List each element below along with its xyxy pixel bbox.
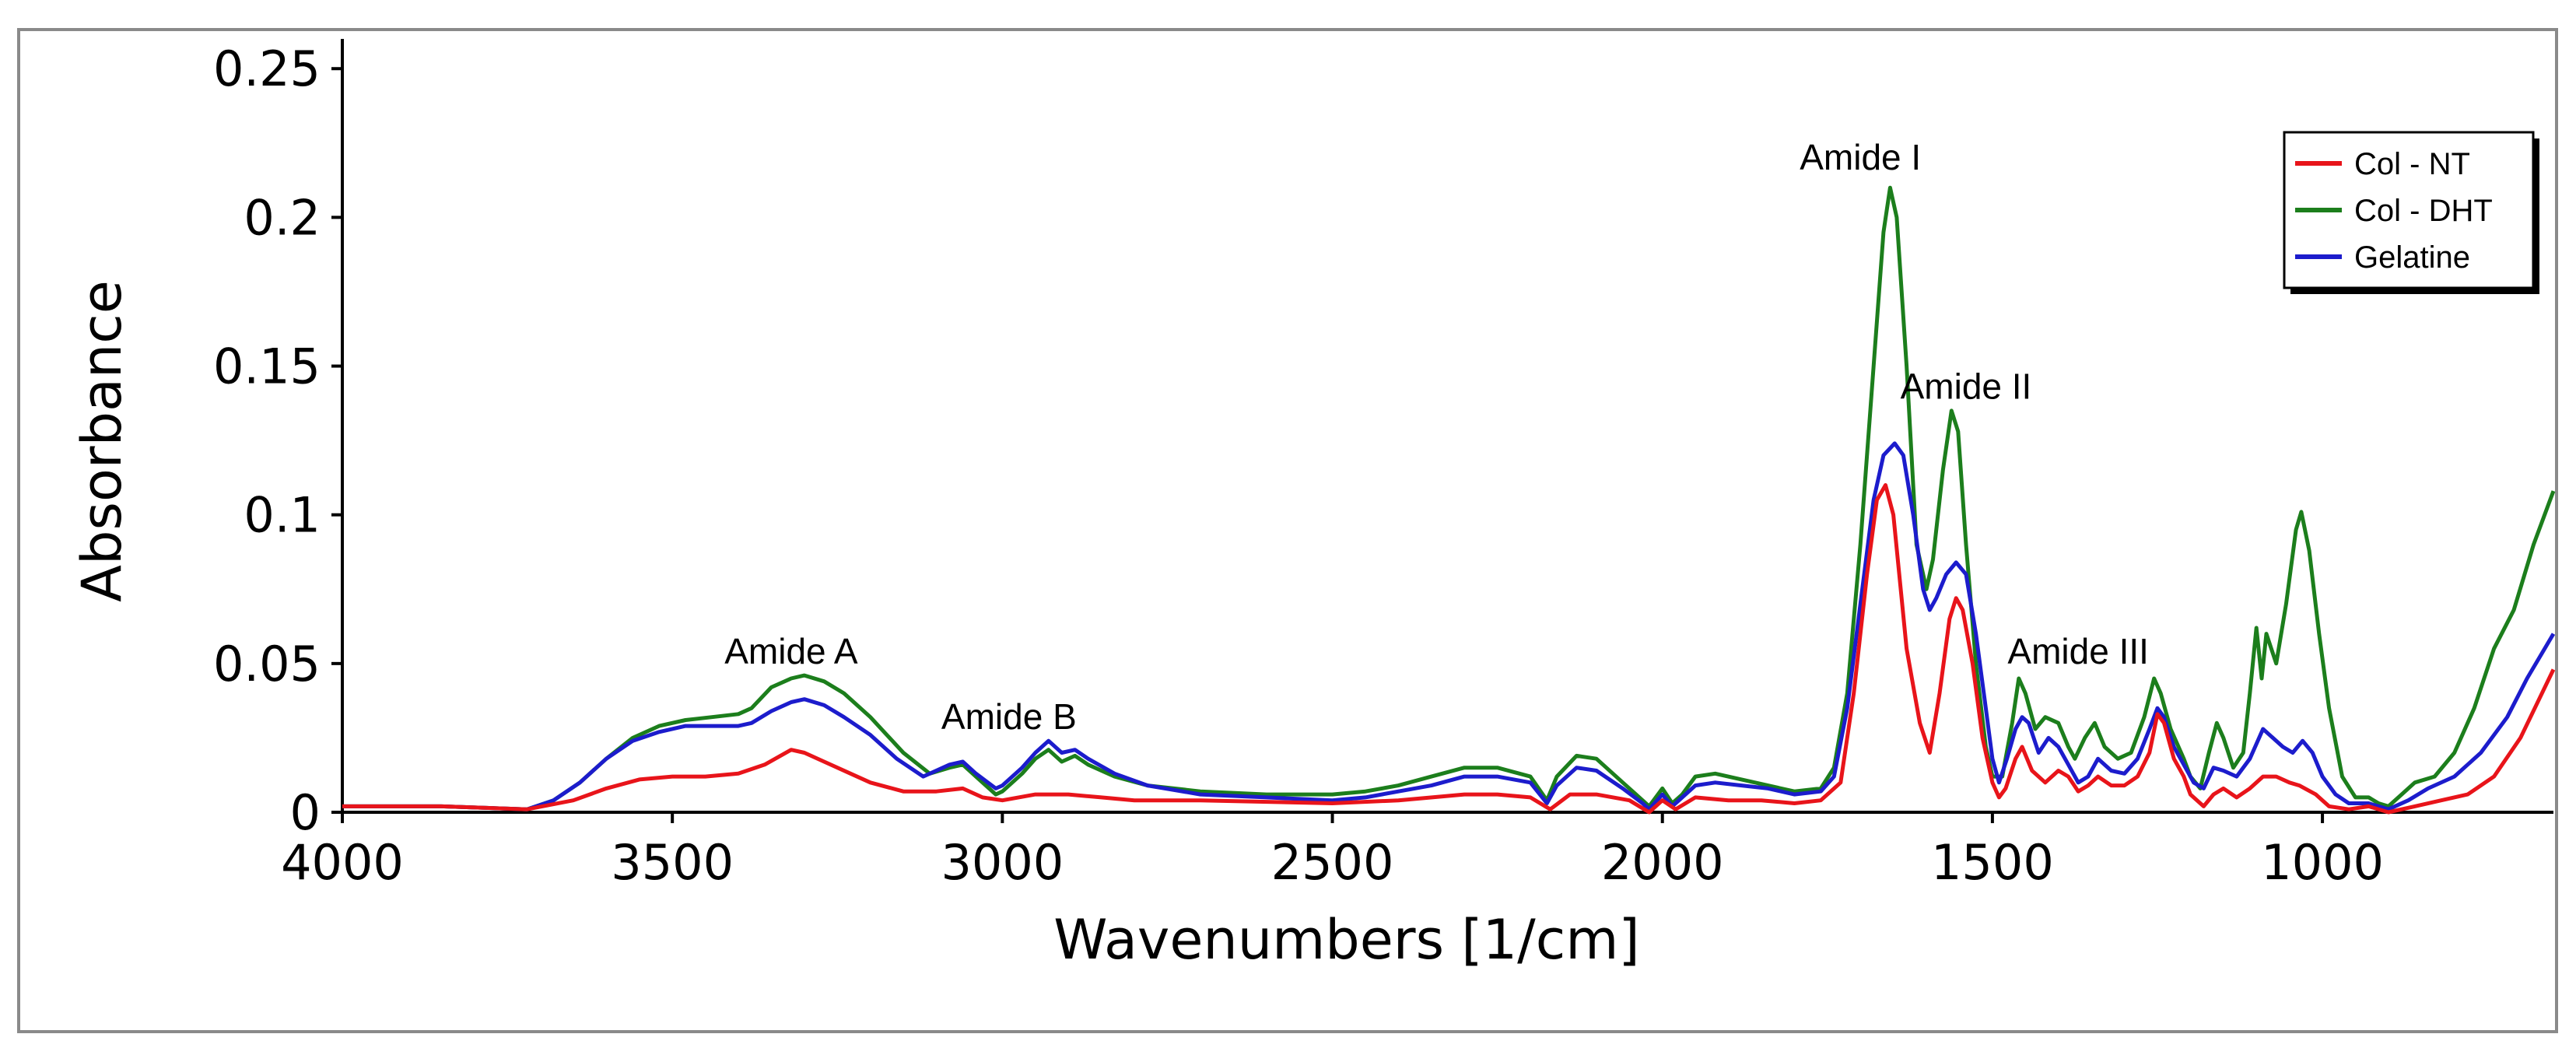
x-tick-label: 3500 — [611, 834, 734, 891]
legend-label: Col - DHT — [2354, 194, 2493, 228]
peak-annotation: Amide II — [1901, 366, 2032, 407]
x-tick-label: 3000 — [941, 834, 1064, 891]
y-tick-label: 0.2 — [244, 189, 321, 246]
x-tick-label: 2000 — [1601, 834, 1724, 891]
x-tick-label: 1500 — [1931, 834, 2054, 891]
peak-annotation: Amide III — [2007, 631, 2149, 671]
y-axis-title: Absorbance — [70, 280, 134, 602]
peak-annotation: Amide A — [724, 631, 858, 671]
x-tick-label: 4000 — [281, 834, 404, 891]
peak-annotation: Amide I — [1800, 137, 1921, 177]
x-tick-label: 2500 — [1271, 834, 1394, 891]
chart-frame — [17, 28, 2558, 1033]
series-lines — [342, 185, 2556, 815]
legend-items: Col - NT Col - DHT Gelatine — [2295, 147, 2493, 275]
x-axis-title: Wavenumbers [1/cm] — [1053, 908, 1639, 972]
peak-annotation: Amide B — [941, 696, 1077, 737]
y-axis-ticks: 0 0.05 0.1 0.15 0.2 0.25 — [213, 40, 342, 841]
y-tick-label: 0.15 — [213, 338, 321, 395]
y-tick-label: 0.1 — [244, 487, 321, 544]
legend-label: Col - NT — [2354, 147, 2470, 181]
series-line-col-dht — [342, 185, 2556, 811]
peak-annotations: Amide A Amide B Amide I Amide II Amide III — [724, 137, 2149, 737]
x-tick-label: 1000 — [2261, 834, 2384, 891]
y-tick-label: 0.05 — [213, 636, 321, 692]
y-tick-label: 0 — [290, 784, 321, 841]
y-tick-label: 0.25 — [213, 40, 321, 97]
legend: Col - NT Col - DHT Gelatine — [2283, 131, 2539, 294]
x-axis-ticks: 4000 3500 3000 2500 2000 1500 1000 — [281, 812, 2384, 891]
series-line-col-nt — [342, 483, 2556, 815]
legend-label: Gelatine — [2354, 240, 2470, 275]
axes — [341, 39, 2553, 814]
series-line-gelatine — [342, 441, 2556, 811]
